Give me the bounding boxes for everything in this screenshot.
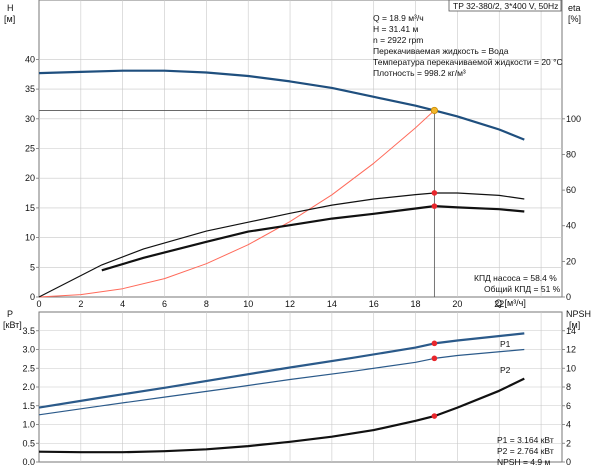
p2-value-label: P2 = 2.764 кВт bbox=[497, 446, 554, 456]
x-tick-label: 8 bbox=[204, 299, 209, 309]
npsh-value-label: NPSH = 4.9 м bbox=[497, 457, 550, 467]
y-tick-label: 25 bbox=[25, 144, 35, 154]
y-tick-label: 1.5 bbox=[22, 401, 35, 411]
duty-point-marker bbox=[431, 340, 438, 347]
eta-axis-unit: [%] bbox=[568, 14, 581, 24]
system-curve bbox=[38, 110, 435, 298]
head-axis-label-unit: [м] bbox=[4, 14, 15, 24]
top-duty-markers bbox=[39, 106, 438, 297]
npsh-axis-unit: [м] bbox=[569, 320, 580, 330]
y-tick-label: 20 bbox=[25, 173, 35, 183]
duty-point-marker bbox=[431, 203, 438, 209]
bottom-panel: 0.0 0.5 1.0 1.5 2.0 2.5 3.0 3.5 0 2 4 6 8 10 12 14 P [к… bbox=[3, 309, 591, 467]
y2-tick-label: 40 bbox=[566, 221, 576, 231]
info-line-speed: n = 2922 rpm bbox=[373, 35, 423, 45]
p1-curve bbox=[38, 332, 525, 409]
y2-tick-label: 2 bbox=[566, 438, 571, 448]
y-tick-label: 3.0 bbox=[22, 345, 35, 355]
x-tick-label: 2 bbox=[78, 299, 83, 309]
y2-tick-label: 12 bbox=[566, 345, 576, 355]
x-tick-label: 20 bbox=[452, 299, 462, 309]
p2-curve bbox=[38, 348, 525, 416]
y-tick-label: 15 bbox=[25, 203, 35, 213]
npsh-curve bbox=[38, 377, 525, 454]
info-line-head: H = 31.41 м bbox=[373, 24, 418, 34]
total-efficiency-label: Общий КПД = 51 % bbox=[484, 284, 561, 294]
top-grid bbox=[39, 0, 562, 297]
info-line-density: Плотность = 998.2 кг/м³ bbox=[373, 68, 466, 78]
y2-tick-label: 10 bbox=[566, 363, 576, 373]
x-tick-label: 14 bbox=[327, 299, 337, 309]
top-panel: 0 5 10 15 20 25 30 35 40 0 20 40 60 80 100 0 2 4 6 8 10 12 14 1… bbox=[4, 0, 581, 309]
info-line-liquid: Перекачиваемая жидкость = Вода bbox=[373, 46, 509, 56]
y2-tick-label: 8 bbox=[566, 382, 571, 392]
y-tick-label: 40 bbox=[25, 54, 35, 64]
info-line-flow: Q = 18.9 м³/ч bbox=[373, 13, 424, 23]
y2-tick-label: 6 bbox=[566, 401, 571, 411]
y-tick-label: 3.5 bbox=[22, 326, 35, 336]
pump-efficiency-curve bbox=[38, 192, 525, 298]
bottom-duty-markers bbox=[431, 340, 438, 419]
npsh-axis-label: NPSH bbox=[566, 309, 591, 319]
bottom-tick-labels: 0.0 0.5 1.0 1.5 2.0 2.5 3.0 3.5 0 2 4 6 8 10 12 14 bbox=[22, 326, 576, 467]
y-tick-label: 35 bbox=[25, 84, 35, 94]
y-tick-label: 10 bbox=[25, 233, 35, 243]
p1-curve-label: P1 bbox=[500, 339, 511, 349]
y-tick-label: 30 bbox=[25, 114, 35, 124]
x-tick-label: 22 bbox=[494, 299, 504, 309]
y2-tick-label: 0 bbox=[566, 457, 571, 467]
power-axis-label-unit: [кВт] bbox=[3, 320, 22, 330]
head-duty-point bbox=[430, 106, 438, 115]
x-tick-label: 18 bbox=[411, 299, 421, 309]
x-tick-label: 12 bbox=[285, 299, 295, 309]
flow-axis-label: Q [м³/ч] bbox=[495, 298, 526, 308]
y-tick-label: 0 bbox=[30, 292, 35, 302]
top-info-block: Q = 18.9 м³/ч H = 31.41 м n = 2922 rpm П… bbox=[373, 13, 563, 78]
power-axis-label-p: P bbox=[7, 309, 13, 319]
y2-tick-label: 4 bbox=[566, 420, 571, 430]
model-label: TP 32-380/2, 3*400 V, 50Hz bbox=[453, 1, 558, 11]
p1-value-label: P1 = 3.164 кВт bbox=[497, 435, 554, 445]
head-axis-label-h: H bbox=[7, 3, 14, 13]
pump-efficiency-label: КПД насоса = 58.4 % bbox=[474, 273, 557, 283]
duty-point-marker bbox=[431, 413, 438, 419]
bottom-curves bbox=[38, 332, 525, 454]
y2-tick-label: 60 bbox=[566, 185, 576, 195]
y-tick-label: 1.0 bbox=[22, 420, 35, 430]
total-efficiency-curve bbox=[101, 205, 525, 272]
duty-point-marker bbox=[431, 355, 438, 362]
model-box bbox=[448, 0, 562, 12]
x-tick-label: 4 bbox=[120, 299, 125, 309]
eta-axis-label: eta bbox=[568, 3, 581, 13]
y-tick-label: 0.0 bbox=[22, 457, 35, 467]
y2-tick-label: 20 bbox=[566, 256, 576, 266]
y2-tick-label: 14 bbox=[566, 326, 576, 336]
x-tick-label: 6 bbox=[162, 299, 167, 309]
y2-tick-label: 80 bbox=[566, 149, 576, 159]
y-tick-label: 2.0 bbox=[22, 382, 35, 392]
head-curve bbox=[38, 69, 525, 141]
duty-point-marker bbox=[431, 190, 438, 196]
y2-tick-label: 100 bbox=[566, 114, 581, 124]
y2-tick-label: 0 bbox=[566, 292, 571, 302]
top-tick-labels: 0 5 10 15 20 25 30 35 40 0 20 40 60 80 100 0 2 4 6 8 10 12 14 1… bbox=[25, 54, 581, 309]
x-tick-label: 0 bbox=[36, 299, 41, 309]
bottom-grid bbox=[39, 312, 562, 462]
info-line-temperature: Температура перекачиваемой жидкости = 20… bbox=[373, 57, 563, 67]
p2-curve-label: P2 bbox=[500, 365, 511, 375]
top-curves bbox=[38, 69, 525, 298]
x-tick-label: 16 bbox=[369, 299, 379, 309]
y-tick-label: 0.5 bbox=[22, 438, 35, 448]
y-tick-label: 5 bbox=[30, 262, 35, 272]
y-tick-label: 2.5 bbox=[22, 363, 35, 373]
x-tick-label: 10 bbox=[243, 299, 253, 309]
